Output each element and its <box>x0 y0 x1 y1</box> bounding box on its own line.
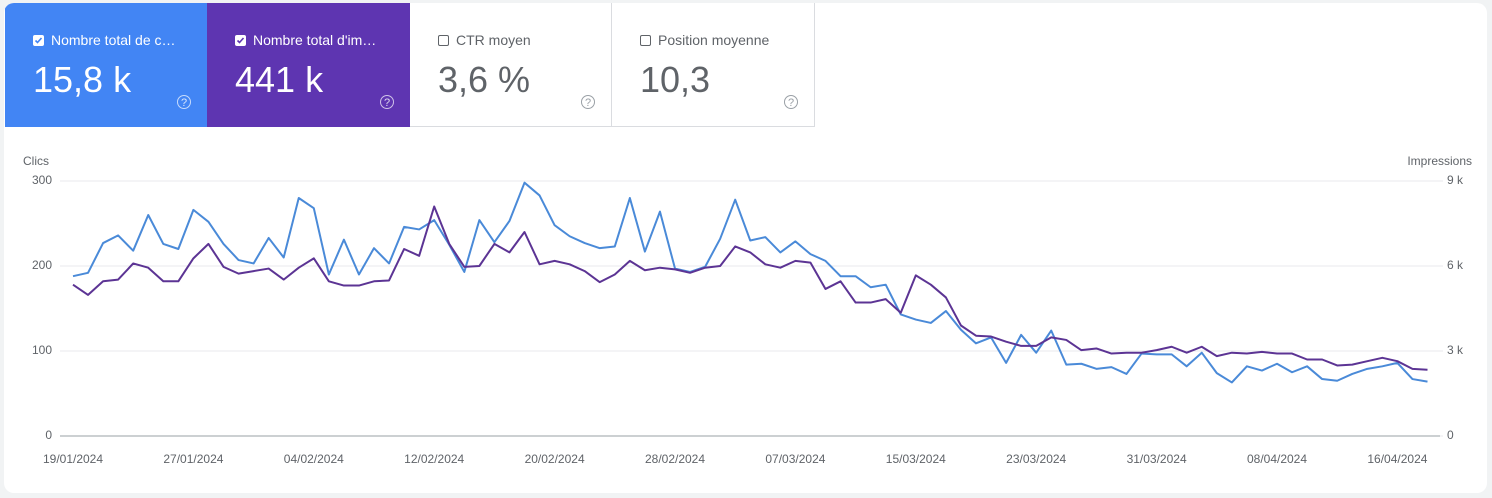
x-tick-label: 28/02/2024 <box>645 452 705 466</box>
help-icon[interactable]: ? <box>784 95 798 109</box>
metric-card-position[interactable]: Position moyenne 10,3 ? <box>612 3 815 127</box>
metric-value: 15,8 k <box>33 59 132 100</box>
metric-value: 441 k <box>235 59 324 100</box>
x-tick-label: 12/02/2024 <box>404 452 464 466</box>
y-tick-label: 100 <box>32 343 52 357</box>
y-tick-label: 0 <box>45 428 52 442</box>
series-line <box>72 205 1428 371</box>
help-icon[interactable]: ? <box>177 95 191 109</box>
x-tick-label: 27/01/2024 <box>163 452 223 466</box>
y2-tick-label: 9 k <box>1447 173 1464 187</box>
y-tick-label: 300 <box>32 173 52 187</box>
metric-card-impressions[interactable]: Nombre total d'im… 441 k ? <box>207 3 410 127</box>
help-icon[interactable]: ? <box>380 95 394 109</box>
y-tick-label: 200 <box>32 258 52 272</box>
metric-value: 3,6 % <box>438 59 531 100</box>
y2-tick-label: 3 k <box>1447 343 1464 357</box>
x-tick-label: 23/03/2024 <box>1006 452 1066 466</box>
metric-label: CTR moyen <box>456 32 531 48</box>
x-tick-label: 20/02/2024 <box>525 452 585 466</box>
y2-tick-label: 6 k <box>1447 258 1464 272</box>
metric-label: Nombre total d'im… <box>253 32 377 48</box>
x-tick-label: 31/03/2024 <box>1127 452 1187 466</box>
x-tick-label: 16/04/2024 <box>1367 452 1427 466</box>
metric-card-ctr[interactable]: CTR moyen 3,6 % ? <box>410 3 612 127</box>
x-tick-label: 19/01/2024 <box>43 452 103 466</box>
x-tick-label: 04/02/2024 <box>284 452 344 466</box>
x-tick-label: 07/03/2024 <box>765 452 825 466</box>
performance-panel: Nombre total de c… 15,8 k ? Nombre total… <box>4 3 1487 493</box>
y2-axis-label: Impressions <box>1407 154 1472 168</box>
x-tick-label: 08/04/2024 <box>1247 452 1307 466</box>
y2-tick-label: 0 <box>1447 428 1454 442</box>
help-icon[interactable]: ? <box>581 95 595 109</box>
y-axis-label: Clics <box>23 154 49 168</box>
series-line <box>72 181 1428 384</box>
metric-label: Position moyenne <box>658 32 770 48</box>
metric-value: 10,3 <box>640 59 711 100</box>
metric-label: Nombre total de c… <box>51 32 176 48</box>
x-tick-label: 15/03/2024 <box>886 452 946 466</box>
metric-card-clicks[interactable]: Nombre total de c… 15,8 k ? <box>5 3 207 127</box>
